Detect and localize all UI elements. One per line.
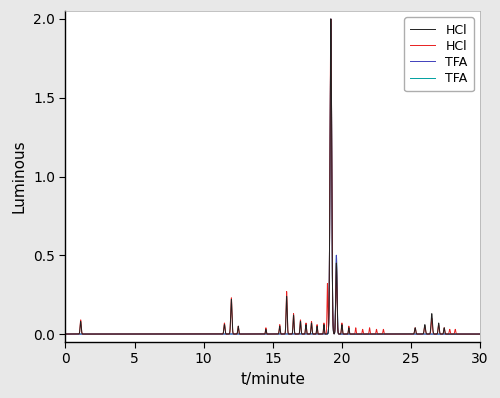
HCl: [477, 332, 483, 336]
TFA: [472, 332, 478, 336]
HCl: [472, 332, 478, 336]
X-axis label: t/minute: t/minute: [240, 372, 306, 387]
TFA: [476, 332, 482, 336]
TFA: [423, 332, 429, 336]
HCl: [249, 332, 255, 336]
Line: HCl: HCl: [66, 19, 480, 334]
HCl: [476, 332, 482, 336]
HCl: [476, 332, 482, 336]
TFA: [249, 332, 255, 336]
TFA: [434, 332, 440, 336]
HCl: [472, 332, 478, 336]
HCl: [434, 331, 440, 336]
Y-axis label: Luminous: Luminous: [11, 140, 26, 213]
HCl: [62, 332, 68, 336]
HCl: [423, 329, 429, 334]
HCl: [328, 17, 334, 21]
HCl: [99, 332, 105, 336]
HCl: [423, 330, 429, 334]
HCl: [249, 332, 255, 336]
TFA: [477, 332, 483, 336]
TFA: [423, 332, 429, 336]
HCl: [434, 331, 440, 336]
TFA: [327, 124, 333, 129]
TFA: [328, 17, 334, 21]
TFA: [434, 332, 440, 336]
HCl: [477, 332, 483, 336]
TFA: [249, 332, 255, 336]
Line: HCl: HCl: [66, 19, 480, 334]
Line: TFA: TFA: [66, 19, 480, 334]
HCl: [62, 332, 68, 336]
TFA: [62, 332, 68, 336]
HCl: [99, 332, 105, 336]
HCl: [327, 117, 333, 122]
TFA: [328, 17, 334, 21]
HCl: [327, 117, 333, 122]
TFA: [327, 124, 333, 129]
Line: TFA: TFA: [66, 19, 480, 334]
TFA: [476, 332, 482, 336]
TFA: [472, 332, 478, 336]
HCl: [328, 17, 334, 21]
TFA: [62, 332, 68, 336]
TFA: [477, 332, 483, 336]
Legend: HCl, HCl, TFA, TFA: HCl, HCl, TFA, TFA: [404, 18, 474, 91]
